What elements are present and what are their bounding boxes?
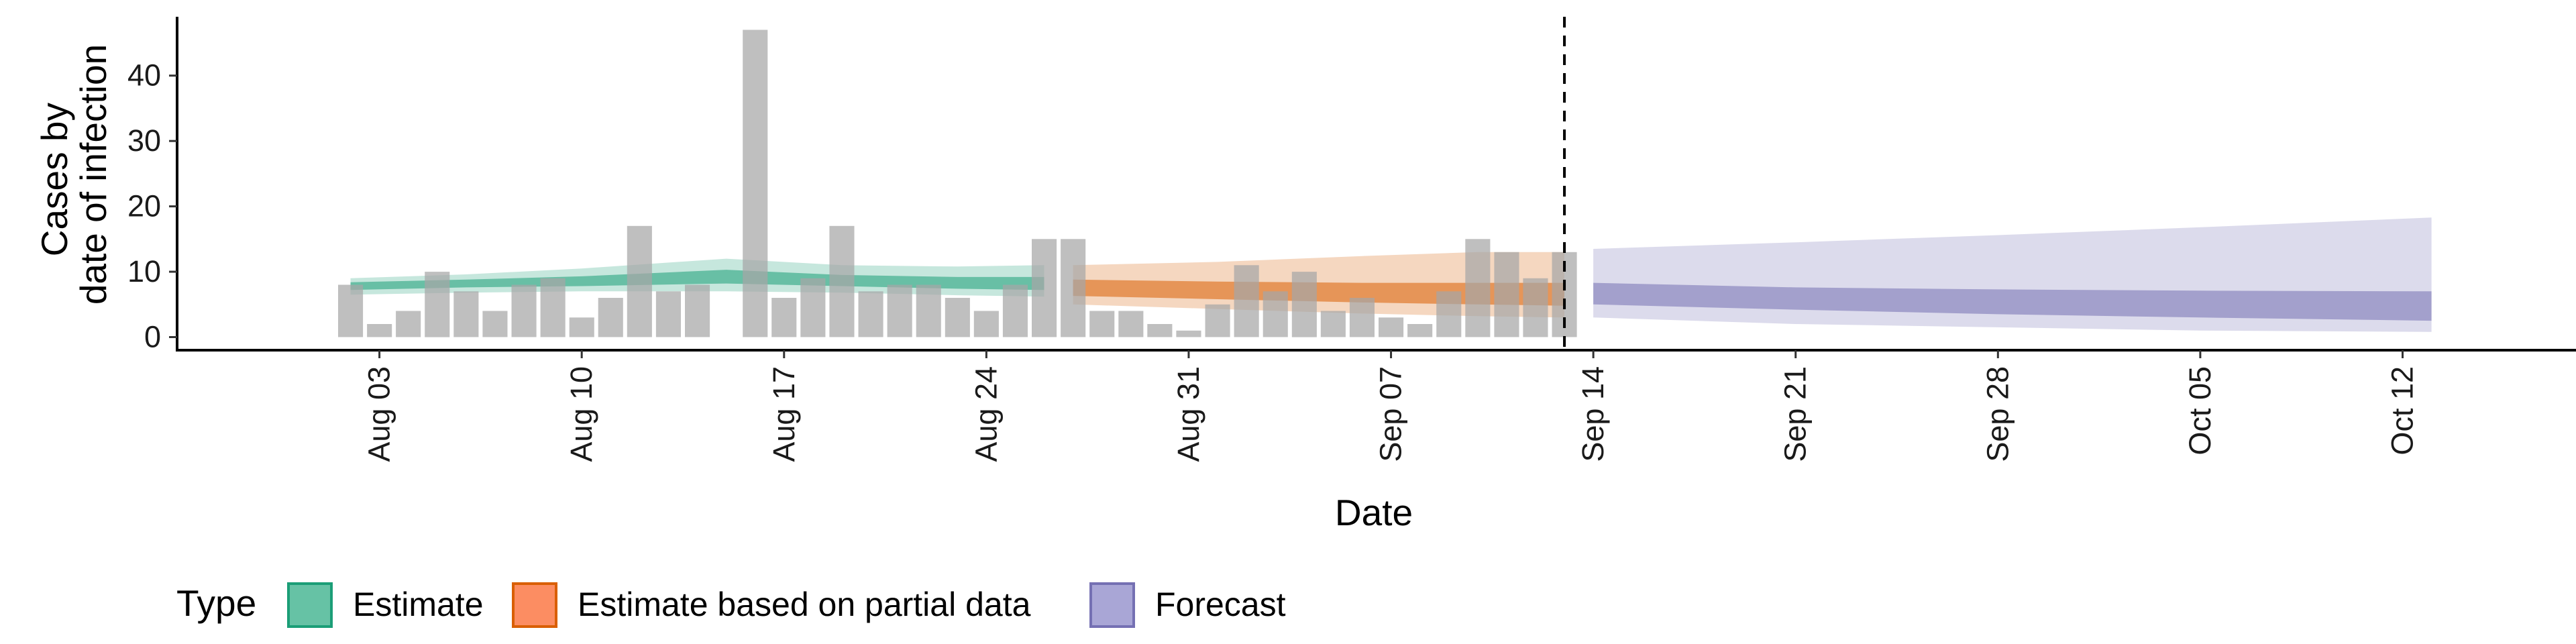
x-tick-label: Aug 31	[1171, 366, 1205, 462]
x-tick-label: Sep 28	[1980, 366, 2015, 462]
case-bar	[1002, 284, 1028, 337]
x-tick-label: Oct 12	[2385, 366, 2420, 455]
case-bar	[1205, 304, 1230, 337]
y-axis-title-line-2: date of infection	[72, 44, 114, 305]
case-bar	[829, 225, 855, 337]
case-bar	[1494, 252, 1519, 337]
x-tick-label: Sep 14	[1576, 366, 1610, 462]
x-axis-ticks: Aug 03 Aug 10 Aug 17 Aug 24 Aug 31 Sep 07 Sep …	[362, 350, 2420, 462]
case-bar	[655, 291, 681, 337]
case-bar	[743, 30, 768, 337]
case-bar	[1176, 330, 1201, 337]
case-bar	[1523, 278, 1548, 337]
legend-label-forecast: Forecast	[1155, 586, 1286, 623]
case-bar	[1032, 239, 1057, 337]
case-bar	[858, 291, 883, 337]
case-bar	[1320, 311, 1346, 337]
legend: Type Estimate Estimate based on partial d…	[176, 582, 1286, 628]
case-bar	[453, 291, 479, 337]
case-bar	[1118, 311, 1144, 337]
legend-label-estimate: Estimate	[353, 586, 484, 623]
y-axis-ticks: 0 10 20 30 40	[127, 58, 177, 354]
case-bar	[1234, 265, 1259, 337]
y-tick-label: 30	[127, 123, 161, 158]
x-tick-label: Sep 07	[1374, 366, 1408, 462]
observed-case-bars	[338, 30, 1577, 337]
case-bar	[482, 311, 508, 337]
y-tick-label: 10	[127, 254, 161, 288]
y-axis-title: Cases by date of infection	[34, 44, 114, 305]
case-bar	[887, 284, 912, 337]
case-bar	[396, 311, 421, 337]
axes	[176, 17, 2576, 352]
case-bar	[973, 311, 999, 337]
x-tick-label: Aug 17	[767, 366, 801, 462]
legend-label-estimate-based-on-partial-data: Estimate based on partial data	[578, 586, 1031, 623]
case-bar	[685, 284, 710, 337]
case-bar	[1147, 324, 1173, 337]
x-tick-label: Aug 03	[362, 366, 396, 462]
y-axis-title-line-1: Cases by	[34, 103, 75, 257]
legend-swatch-forecast	[1089, 582, 1135, 628]
legend-title: Type	[176, 582, 256, 624]
case-bar	[511, 284, 537, 337]
y-tick-label: 20	[127, 189, 161, 223]
x-tick-label: Oct 05	[2183, 366, 2217, 455]
x-tick-label: Aug 24	[969, 366, 1003, 462]
case-bar	[800, 278, 826, 337]
legend-swatch-estimate-based-on-partial-data	[512, 582, 557, 628]
case-bar	[425, 272, 450, 337]
x-axis-title: Date	[1335, 492, 1413, 533]
case-bar	[540, 278, 566, 337]
case-bar	[1407, 324, 1433, 337]
y-tick-label: 40	[127, 58, 161, 93]
case-bar	[1089, 311, 1115, 337]
case-bar	[598, 298, 623, 337]
case-bar	[1465, 239, 1491, 337]
y-tick-label: 0	[144, 320, 161, 354]
case-bar	[1263, 291, 1288, 337]
case-bar	[1061, 239, 1086, 337]
case-bar	[916, 284, 941, 337]
case-bar	[367, 324, 392, 337]
case-bar	[569, 317, 594, 337]
case-bar	[338, 284, 364, 337]
forecast-band-50	[1593, 282, 2432, 321]
case-bar	[627, 225, 652, 337]
case-bar	[1379, 317, 1404, 337]
x-tick-label: Aug 10	[564, 366, 598, 462]
case-bar	[1349, 298, 1375, 337]
case-bar	[1291, 272, 1317, 337]
case-bar	[945, 298, 970, 337]
case-bar	[1436, 291, 1462, 337]
case-bar	[771, 298, 797, 337]
legend-swatch-estimate	[287, 582, 333, 628]
x-tick-label: Sep 21	[1778, 366, 1813, 462]
legend-items: Estimate Estimate based on partial data Fo…	[287, 582, 1286, 628]
